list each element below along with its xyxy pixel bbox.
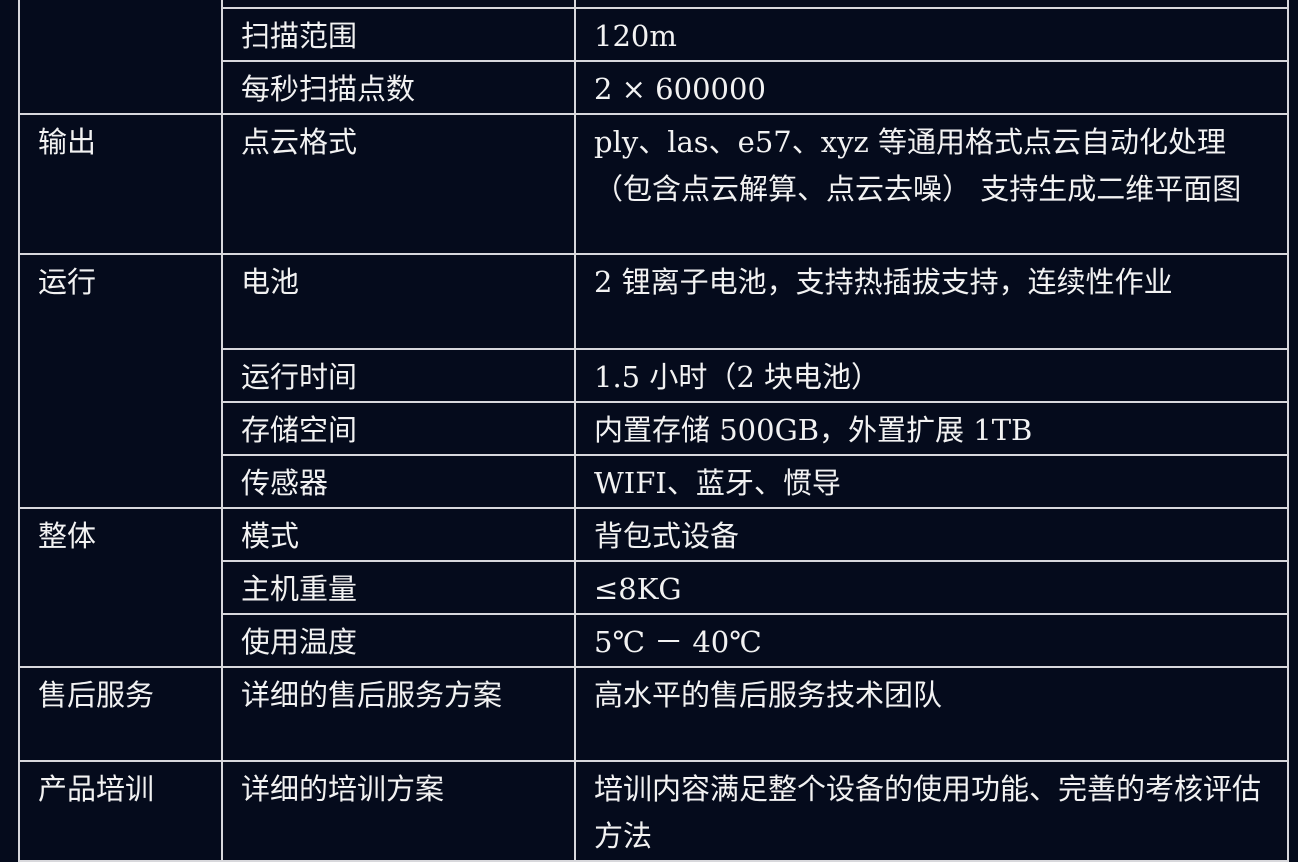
value-cell: 内置存储 500GB，外置扩展 1TB (574, 401, 1289, 456)
value-cell: 5℃ － 40℃ (574, 613, 1289, 668)
category-cell: 输出 (18, 113, 223, 255)
param-cell (221, 0, 576, 9)
param-cell: 使用温度 (221, 613, 576, 668)
value-cell (574, 0, 1289, 9)
table-row: 售后服务 详细的售后服务方案 高水平的售后服务技术团队 (18, 666, 1289, 762)
category-cell: 售后服务 (18, 666, 223, 762)
value-cell: 2 锂离子电池，支持热插拔支持，连续性作业 (574, 253, 1289, 350)
table-row: 运行时间 1.5 小时（2 块电池） (19, 348, 1289, 403)
param-cell: 详细的培训方案 (221, 760, 576, 862)
table-row: 存储空间 内置存储 500GB，外置扩展 1TB (19, 401, 1289, 456)
table-row: 主机重量 ≤8KG (19, 560, 1289, 615)
table-row: 整体 模式 背包式设备 (18, 507, 1289, 668)
value-cell: 2 × 600000 (574, 60, 1289, 115)
value-cell: 培训内容满足整个设备的使用功能、完善的考核评估方法 (574, 760, 1289, 862)
table-row: 运行 电池 2 锂离子电池，支持热插拔支持，连续性作业 (18, 253, 1289, 509)
value-cell: 高水平的售后服务技术团队 (574, 666, 1289, 762)
table-row: 产品培训 详细的培训方案 培训内容满足整个设备的使用功能、完善的考核评估方法 (18, 760, 1289, 862)
table-row (18, 0, 1289, 115)
param-cell: 传感器 (221, 454, 576, 509)
value-cell: 120m (574, 7, 1289, 62)
table-row: 每秒扫描点数 2 × 600000 (19, 60, 1289, 115)
param-cell: 点云格式 (221, 113, 576, 255)
param-cell: 电池 (221, 253, 576, 350)
param-cell: 详细的售后服务方案 (221, 666, 576, 762)
param-cell: 存储空间 (221, 401, 576, 456)
table-row: 输出 点云格式 ply、las、e57、xyz 等通用格式点云自动化处理（包含点… (18, 113, 1289, 255)
category-cell (18, 0, 223, 115)
value-cell: ply、las、e57、xyz 等通用格式点云自动化处理（包含点云解算、点云去噪… (574, 113, 1289, 255)
param-cell: 运行时间 (221, 348, 576, 403)
value-cell: 1.5 小时（2 块电池） (574, 348, 1289, 403)
value-cell: 背包式设备 (574, 507, 1289, 562)
value-cell: ≤8KG (574, 560, 1289, 615)
param-cell: 扫描范围 (221, 7, 576, 62)
table-row: 使用温度 5℃ － 40℃ (19, 613, 1289, 668)
category-cell: 产品培训 (18, 760, 223, 862)
table-row: 传感器 WIFI、蓝牙、惯导 (19, 454, 1289, 509)
category-cell: 整体 (18, 507, 223, 668)
value-cell: WIFI、蓝牙、惯导 (574, 454, 1289, 509)
param-cell: 模式 (221, 507, 576, 562)
table-row: 扫描范围 120m (19, 7, 1289, 62)
param-cell: 每秒扫描点数 (221, 60, 576, 115)
spec-table: 扫描范围 120m 每秒扫描点数 2 × 600000 输出 点云格式 ply、… (18, 0, 1289, 862)
category-cell: 运行 (18, 253, 223, 509)
param-cell: 主机重量 (221, 560, 576, 615)
